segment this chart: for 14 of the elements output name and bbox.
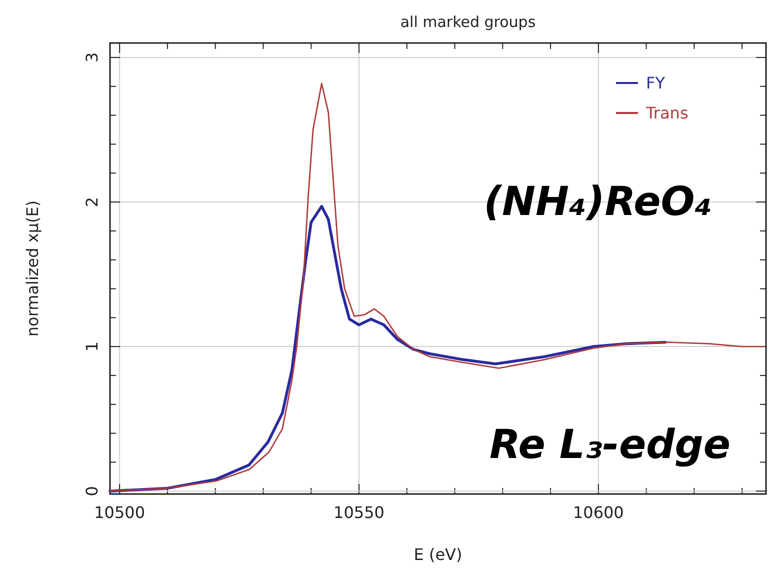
x-axis-title: E (eV)	[414, 545, 462, 564]
x-tick-label: 10500	[94, 503, 146, 522]
y-tick-label: 0	[82, 486, 102, 496]
legend-label: FY	[646, 74, 666, 92]
x-tick-label: 10600	[572, 503, 624, 522]
x-tick-label: 10550	[334, 503, 384, 522]
annotation: (NH₄)ReO₄	[484, 179, 712, 225]
y-tick-label: 1	[82, 341, 102, 352]
y-tick-label: 3	[82, 52, 102, 63]
y-tick-label: 2	[82, 196, 102, 208]
annotation: Re L₃-edge	[490, 422, 730, 468]
chart-title: all marked groups	[400, 13, 536, 31]
legend-label: Trans	[645, 104, 688, 122]
y-axis-title: normalized xμ(E)	[23, 200, 42, 337]
